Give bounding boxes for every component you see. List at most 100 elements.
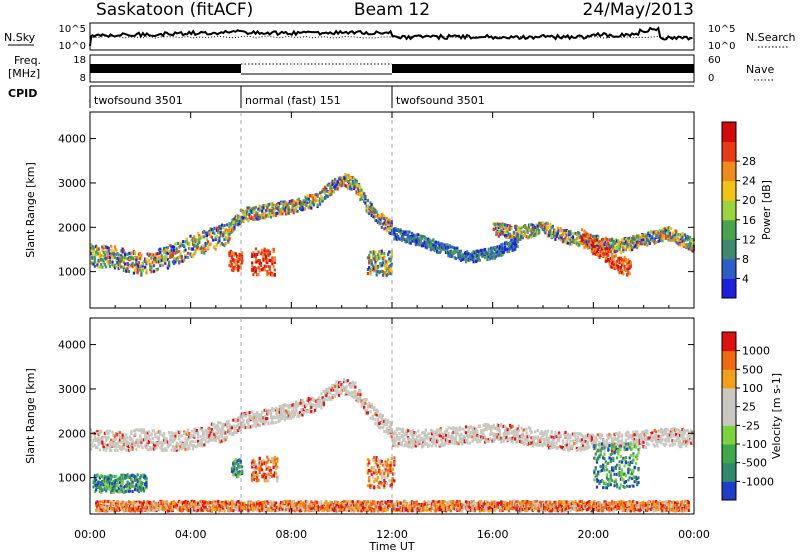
velocity-cell — [251, 417, 254, 421]
velocity-cell — [608, 432, 611, 436]
power-cell — [590, 239, 593, 243]
power-cell — [374, 259, 377, 263]
velocity-cell — [305, 409, 308, 413]
velocity-cell — [545, 438, 548, 442]
power-cell — [95, 253, 98, 257]
power-cell — [497, 247, 500, 251]
power-cell — [252, 250, 255, 254]
power-cell — [549, 225, 552, 229]
velocity-cell — [258, 424, 261, 428]
power-cell — [368, 256, 371, 259]
power-cell — [509, 224, 512, 228]
velocity-cell — [585, 446, 588, 450]
velocity-cell — [436, 431, 439, 435]
power-cell — [170, 249, 173, 252]
velocity-cell — [287, 414, 290, 418]
power-cell — [205, 234, 208, 238]
velocity-cell — [431, 444, 434, 448]
power-cell — [144, 257, 147, 261]
velocity-cell — [566, 437, 570, 441]
velocity-cell — [160, 448, 163, 452]
velocity-cell — [397, 444, 400, 448]
velocity-cell — [550, 435, 553, 439]
velocity-cell — [263, 422, 266, 426]
power-cell — [532, 233, 536, 237]
velocity-cell — [525, 431, 528, 435]
power-cell — [234, 220, 237, 224]
velocity-cell — [561, 447, 565, 451]
velocity-cell — [514, 434, 517, 438]
velocity-cell — [641, 438, 644, 442]
power-cell — [120, 254, 123, 258]
velocity-cell — [220, 425, 224, 429]
velocity-cell — [546, 444, 549, 447]
power-cell — [176, 259, 179, 262]
velocity-cell — [633, 433, 636, 437]
power-cell — [288, 200, 291, 203]
power-cell — [282, 204, 285, 208]
velocity-cell — [407, 441, 410, 444]
velocity-cell — [145, 442, 148, 446]
velocity-cell — [408, 440, 411, 444]
power-cell — [558, 234, 561, 238]
velocity-cell — [185, 439, 188, 443]
power-cell — [237, 267, 240, 271]
power-cell — [587, 244, 590, 247]
power-cell — [613, 250, 616, 254]
velocity-cell — [565, 434, 568, 438]
velocity-cell — [106, 437, 109, 441]
power-cell — [252, 273, 255, 277]
velocity-cell — [608, 436, 611, 440]
velocity-cell — [121, 433, 124, 437]
power-cell — [228, 251, 231, 255]
velocity-cell — [139, 438, 142, 442]
velocity-cell — [644, 429, 648, 433]
power-cell — [264, 209, 268, 213]
power-cell — [91, 255, 94, 259]
power-cell — [559, 235, 562, 239]
power-cell — [578, 236, 581, 240]
power-cell — [370, 203, 373, 207]
velocity-cell — [529, 427, 532, 431]
power-cell — [487, 247, 490, 251]
power-cell — [204, 248, 207, 252]
velocity-cell — [403, 437, 406, 441]
power-cell — [631, 236, 634, 240]
power-cell — [224, 235, 227, 239]
velocity-cell — [300, 413, 303, 416]
power-cell — [563, 229, 566, 233]
power-cell — [268, 202, 271, 206]
velocity-cell — [383, 423, 386, 427]
power-cell — [178, 260, 181, 264]
power-cell — [388, 231, 391, 235]
velocity-cell — [551, 445, 554, 449]
velocity-cell — [171, 445, 174, 449]
velocity-cell — [402, 430, 405, 434]
power-cell — [218, 239, 221, 243]
velocity-cell — [149, 447, 152, 451]
velocity-cell — [163, 441, 166, 445]
velocity-cell — [429, 438, 432, 442]
power-cell — [540, 225, 543, 229]
power-cell — [353, 185, 356, 189]
power-cell — [590, 247, 593, 251]
power-cell — [166, 251, 169, 255]
power-cell — [575, 240, 578, 244]
velocity-cell — [407, 429, 410, 433]
power-cell — [374, 250, 377, 254]
power-cell — [218, 236, 221, 240]
power-cell — [590, 236, 593, 240]
velocity-cell — [251, 424, 254, 428]
power-cell — [130, 263, 133, 267]
power-cell — [460, 255, 463, 259]
velocity-cell — [371, 414, 375, 418]
velocity-cell — [471, 431, 474, 435]
power-cell — [316, 203, 319, 207]
velocity-cell — [550, 440, 553, 444]
power-cell — [451, 252, 454, 255]
power-cell — [553, 231, 556, 234]
power-cell — [657, 231, 660, 235]
velocity-cell — [555, 441, 558, 445]
velocity-cell — [509, 428, 512, 432]
velocity-cell — [159, 446, 162, 449]
